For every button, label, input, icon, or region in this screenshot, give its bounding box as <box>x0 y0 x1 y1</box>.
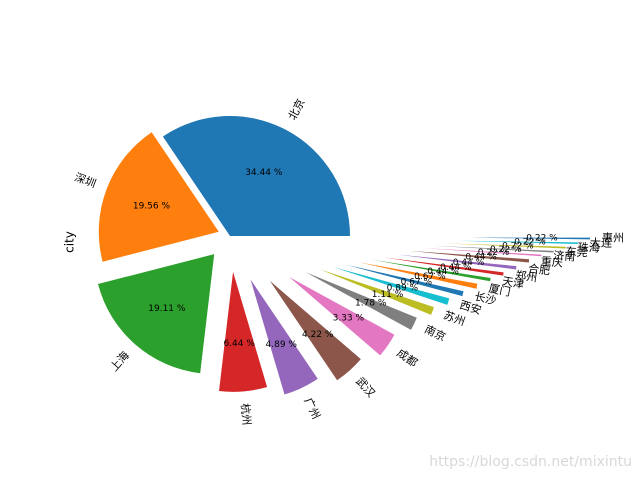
wedge-label: 北京 <box>285 96 308 122</box>
percent-label: 0.67 % <box>401 278 433 288</box>
wedge-label: 东莞 <box>565 245 588 259</box>
pie-wedge <box>162 115 350 236</box>
percent-label: 1.11 % <box>372 290 404 300</box>
percent-label: 4.22 % <box>302 330 334 340</box>
pie-wedge <box>98 254 215 374</box>
percent-label: 1.78 % <box>355 299 387 309</box>
percent-label: 0.22 % <box>502 241 534 251</box>
pie-wedge <box>333 267 450 305</box>
percent-label: 0.89 % <box>387 283 419 293</box>
percent-label: 19.56 % <box>133 202 171 212</box>
pie-wedge <box>384 257 504 276</box>
pie-wedge <box>289 277 395 356</box>
wedge-label: 合肥 <box>528 261 551 277</box>
percent-label: 0.22 % <box>526 234 558 244</box>
percent-label: 4.89 % <box>266 340 298 350</box>
pie-wedge <box>219 271 268 392</box>
percent-label: 0.44 % <box>440 263 472 273</box>
pie-wedge <box>320 269 434 315</box>
watermark: https://blog.csdn.net/mixintu <box>429 454 632 470</box>
wedge-label: 惠州 <box>602 231 624 245</box>
pie-wedge <box>469 237 590 240</box>
pie-wedge <box>445 243 566 249</box>
percent-label: 0.22 % <box>514 238 546 248</box>
pie-wedge <box>421 247 542 257</box>
wedge-label: 郑州 <box>514 268 538 285</box>
percent-label: 3.33 % <box>333 314 365 324</box>
wedge-label: 成都 <box>394 346 419 369</box>
pie-wedge <box>457 240 578 245</box>
pie-wedge <box>346 264 464 297</box>
percent-label: 0.44 % <box>465 252 497 262</box>
percent-label: 0.44 % <box>453 258 485 268</box>
wedge-label: 厦门 <box>487 281 511 299</box>
wedge-label: 南京 <box>422 322 448 344</box>
percent-label: 0.22 % <box>490 245 522 255</box>
pie-wedge <box>409 250 530 263</box>
wedge-label: 大连 <box>590 235 612 249</box>
pie-wedge <box>372 259 491 282</box>
pie-wedge <box>250 279 318 395</box>
pie-wedge <box>359 262 478 289</box>
wedge-label: 重庆 <box>540 254 563 270</box>
percent-label: 0.22 % <box>478 248 510 258</box>
percent-label: 0.67 % <box>414 272 446 282</box>
percent-label: 34.44 % <box>245 168 283 178</box>
percent-label: 19.11 % <box>148 304 186 314</box>
percent-label: 6.44 % <box>223 339 255 349</box>
y-axis-label: city <box>63 231 77 253</box>
wedge-label: 深圳 <box>73 171 98 191</box>
pie-wedge <box>305 272 417 330</box>
wedge-label: 长沙 <box>473 290 497 308</box>
wedge-label: 西安 <box>458 297 483 317</box>
wedge-label: 杭州 <box>238 403 254 426</box>
pie-wedge <box>433 245 554 253</box>
wedge-label: 广州 <box>301 396 322 421</box>
wedge-label: 珠海 <box>578 240 600 255</box>
pie-wedge <box>269 280 361 381</box>
wedge-label: 济南 <box>553 248 576 263</box>
percent-label: 0.44 % <box>427 267 459 277</box>
wedge-label: 天津 <box>501 275 525 291</box>
pie-wedge <box>98 132 219 262</box>
wedge-label: 武汉 <box>353 375 377 400</box>
wedge-label: 上海 <box>107 348 132 374</box>
pie-wedge <box>396 254 517 270</box>
